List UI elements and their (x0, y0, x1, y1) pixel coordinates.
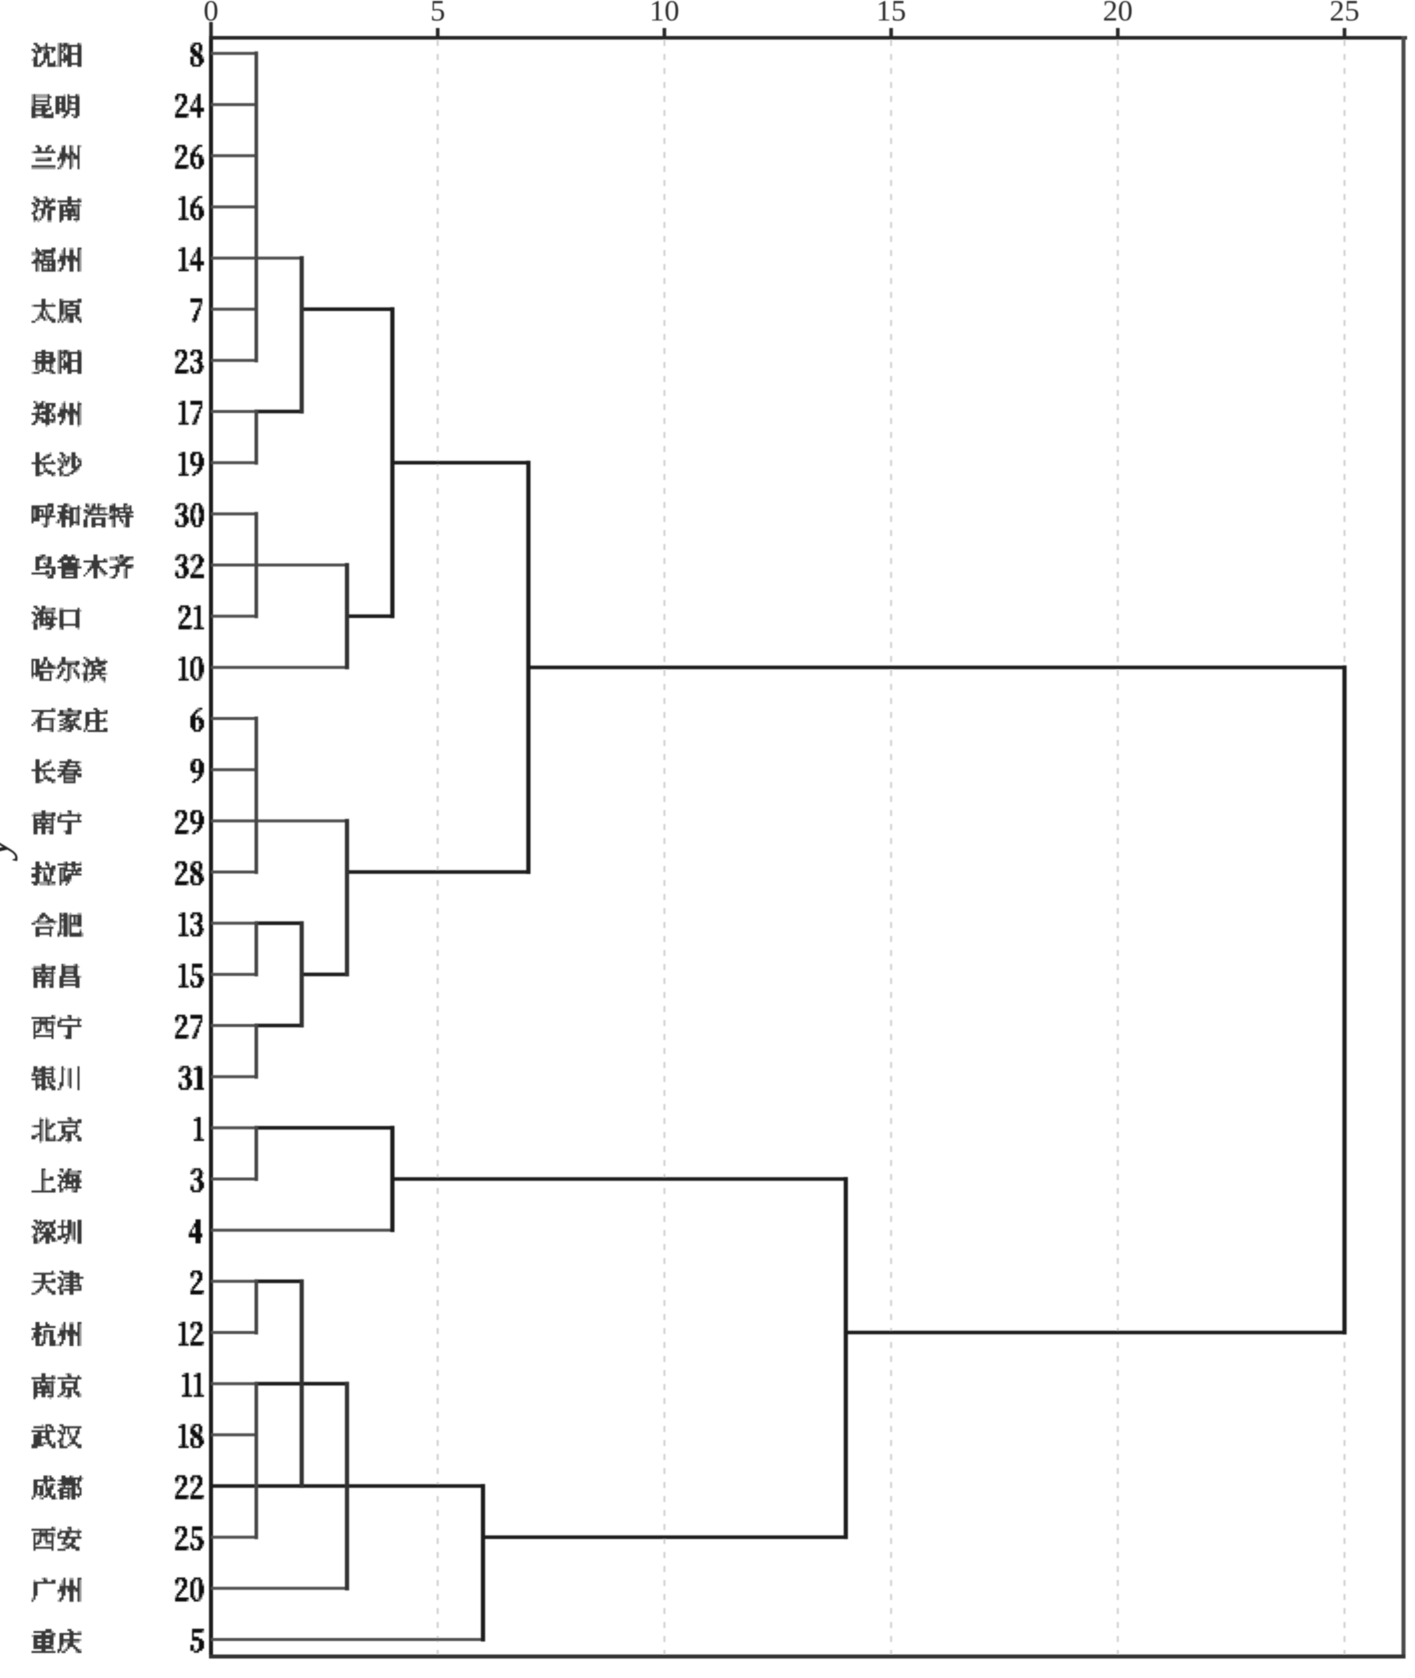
svg-text:0: 0 (204, 0, 219, 28)
svg-text:y: y (0, 836, 18, 861)
svg-text:10: 10 (649, 0, 679, 28)
svg-text:5: 5 (430, 0, 445, 28)
svg-text:15: 15 (876, 0, 906, 28)
svg-text:20: 20 (1103, 0, 1133, 28)
svg-text:25: 25 (1330, 0, 1360, 28)
